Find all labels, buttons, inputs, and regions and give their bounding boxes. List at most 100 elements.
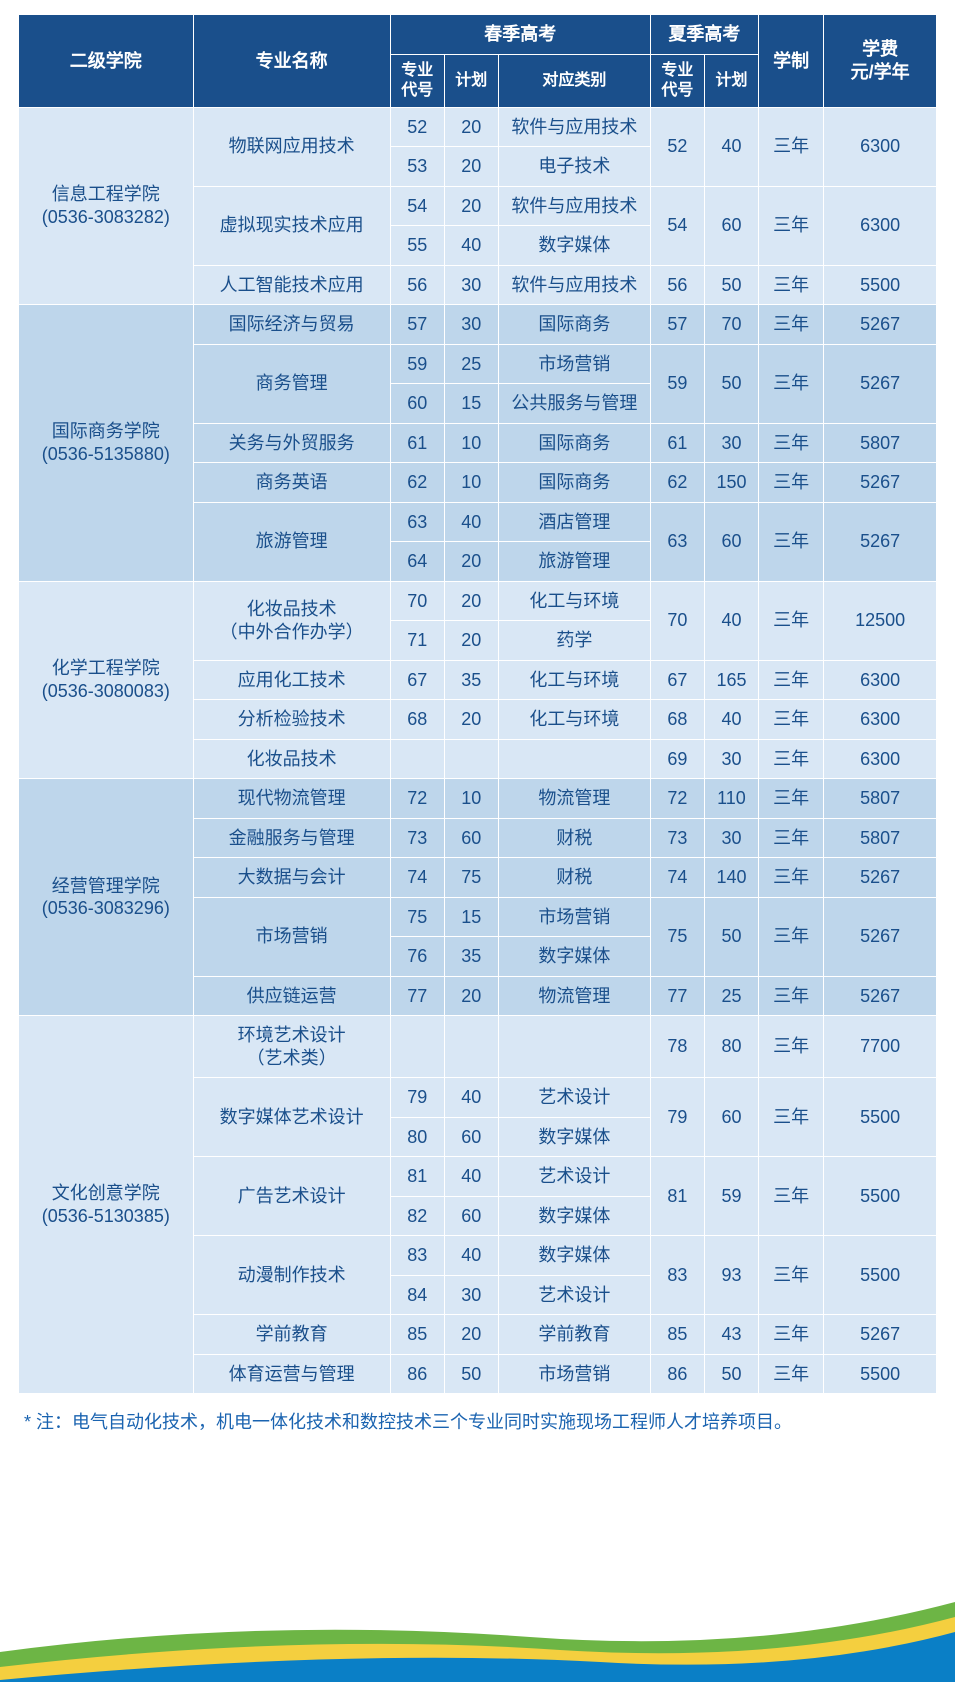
summer-code-cell: 85 — [650, 1315, 704, 1355]
major-cell: 学前教育 — [193, 1315, 390, 1355]
tuition-cell: 5267 — [824, 463, 937, 503]
summer-code-cell: 52 — [650, 107, 704, 186]
spring-category-cell: 物流管理 — [498, 779, 650, 819]
summer-plan-cell: 50 — [704, 1354, 758, 1394]
spring-code-cell: 77 — [390, 976, 444, 1016]
spring-category-cell: 公共服务与管理 — [498, 384, 650, 424]
system-cell: 三年 — [759, 1236, 824, 1315]
spring-category-cell: 数字媒体 — [498, 937, 650, 977]
spring-code-cell: 74 — [390, 858, 444, 898]
spring-plan-cell: 20 — [444, 621, 498, 661]
spring-category-cell: 艺术设计 — [498, 1157, 650, 1197]
system-cell: 三年 — [759, 1315, 824, 1355]
th-spring-cat: 对应类别 — [498, 54, 650, 107]
table-row: 经营管理学院 (0536-3083296)现代物流管理7210物流管理72110… — [19, 779, 937, 819]
spring-category-cell — [498, 1016, 650, 1078]
summer-plan-cell: 40 — [704, 581, 758, 660]
spring-category-cell: 国际商务 — [498, 423, 650, 463]
tuition-cell: 5267 — [824, 305, 937, 345]
spring-code-cell: 86 — [390, 1354, 444, 1394]
th-summer: 夏季高考 — [650, 15, 758, 55]
system-cell: 三年 — [759, 1016, 824, 1078]
major-cell: 金融服务与管理 — [193, 818, 390, 858]
spring-category-cell: 数字媒体 — [498, 1117, 650, 1157]
system-cell: 三年 — [759, 779, 824, 819]
spring-code-cell: 54 — [390, 186, 444, 226]
tuition-cell: 5500 — [824, 1236, 937, 1315]
tuition-cell: 6300 — [824, 186, 937, 265]
college-cell: 信息工程学院 (0536-3083282) — [19, 107, 194, 305]
spring-code-cell: 55 — [390, 226, 444, 266]
spring-plan-cell: 25 — [444, 344, 498, 384]
summer-plan-cell: 40 — [704, 107, 758, 186]
tuition-cell: 12500 — [824, 581, 937, 660]
spring-code-cell: 68 — [390, 700, 444, 740]
spring-plan-cell: 60 — [444, 1117, 498, 1157]
th-system: 学制 — [759, 15, 824, 108]
major-cell: 国际经济与贸易 — [193, 305, 390, 345]
tuition-cell: 5807 — [824, 818, 937, 858]
spring-plan-cell: 35 — [444, 660, 498, 700]
major-cell: 物联网应用技术 — [193, 107, 390, 186]
summer-plan-cell: 30 — [704, 818, 758, 858]
summer-plan-cell: 60 — [704, 502, 758, 581]
major-cell: 化妆品技术 — [193, 739, 390, 779]
summer-plan-cell: 60 — [704, 186, 758, 265]
summer-code-cell: 56 — [650, 265, 704, 305]
spring-code-cell: 80 — [390, 1117, 444, 1157]
spring-category-cell: 化工与环境 — [498, 581, 650, 621]
spring-category-cell: 酒店管理 — [498, 502, 650, 542]
th-spring-plan: 计划 — [444, 54, 498, 107]
summer-code-cell: 70 — [650, 581, 704, 660]
spring-code-cell — [390, 739, 444, 779]
spring-code-cell: 82 — [390, 1196, 444, 1236]
spring-code-cell: 76 — [390, 937, 444, 977]
tuition-cell: 5500 — [824, 265, 937, 305]
spring-category-cell: 市场营销 — [498, 1354, 650, 1394]
spring-code-cell: 56 — [390, 265, 444, 305]
spring-plan-cell: 20 — [444, 700, 498, 740]
spring-plan-cell: 35 — [444, 937, 498, 977]
tuition-cell: 5267 — [824, 1315, 937, 1355]
college-cell: 化学工程学院 (0536-3080083) — [19, 581, 194, 779]
summer-plan-cell: 93 — [704, 1236, 758, 1315]
spring-plan-cell: 40 — [444, 1157, 498, 1197]
table-header: 二级学院 专业名称 春季高考 夏季高考 学制 学费 元/学年 专业 代号 计划 … — [19, 15, 937, 108]
spring-plan-cell: 40 — [444, 1078, 498, 1118]
spring-plan-cell: 30 — [444, 305, 498, 345]
table-row: 文化创意学院 (0536-5130385)环境艺术设计 （艺术类）7880三年7… — [19, 1016, 937, 1078]
summer-plan-cell: 140 — [704, 858, 758, 898]
system-cell: 三年 — [759, 1078, 824, 1157]
tuition-cell: 7700 — [824, 1016, 937, 1078]
summer-plan-cell: 60 — [704, 1078, 758, 1157]
system-cell: 三年 — [759, 660, 824, 700]
spring-code-cell: 61 — [390, 423, 444, 463]
tuition-cell: 5500 — [824, 1078, 937, 1157]
spring-plan-cell: 20 — [444, 186, 498, 226]
summer-code-cell: 78 — [650, 1016, 704, 1078]
system-cell: 三年 — [759, 305, 824, 345]
summer-plan-cell: 40 — [704, 700, 758, 740]
spring-plan-cell: 20 — [444, 581, 498, 621]
spring-category-cell: 化工与环境 — [498, 660, 650, 700]
summer-plan-cell: 110 — [704, 779, 758, 819]
summer-code-cell: 62 — [650, 463, 704, 503]
spring-plan-cell: 30 — [444, 265, 498, 305]
spring-plan-cell: 20 — [444, 976, 498, 1016]
tuition-cell: 5500 — [824, 1157, 937, 1236]
spring-code-cell: 59 — [390, 344, 444, 384]
summer-code-cell: 79 — [650, 1078, 704, 1157]
major-cell: 动漫制作技术 — [193, 1236, 390, 1315]
spring-plan-cell: 40 — [444, 1236, 498, 1276]
spring-category-cell: 艺术设计 — [498, 1078, 650, 1118]
spring-category-cell: 市场营销 — [498, 897, 650, 937]
major-cell: 广告艺术设计 — [193, 1157, 390, 1236]
system-cell: 三年 — [759, 423, 824, 463]
system-cell: 三年 — [759, 897, 824, 976]
system-cell: 三年 — [759, 463, 824, 503]
college-cell: 文化创意学院 (0536-5130385) — [19, 1016, 194, 1394]
major-cell: 化妆品技术 （中外合作办学） — [193, 581, 390, 660]
spring-code-cell: 64 — [390, 542, 444, 582]
summer-code-cell: 61 — [650, 423, 704, 463]
major-cell: 大数据与会计 — [193, 858, 390, 898]
